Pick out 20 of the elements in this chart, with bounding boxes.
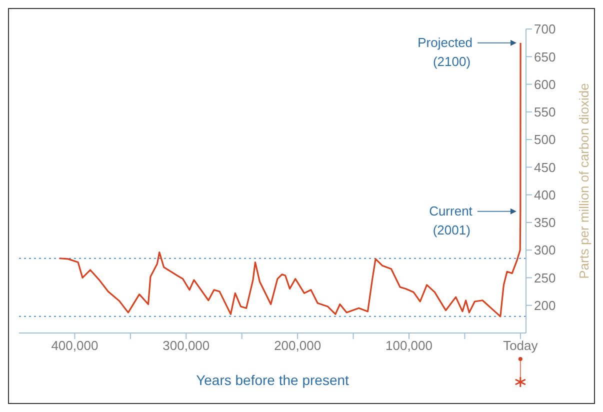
y-axis-title: Parts per million of carbon dioxide bbox=[576, 83, 592, 279]
x-tick-label: 100,000 bbox=[386, 338, 432, 354]
y-tick-label: 550 bbox=[534, 104, 556, 120]
x-axis-title: Years before the present bbox=[196, 372, 350, 388]
annotation: Current (2001) bbox=[429, 203, 473, 238]
y-tick-label: 450 bbox=[534, 160, 556, 175]
y-tick-label: 700 bbox=[534, 22, 556, 37]
y-tick-label: 300 bbox=[534, 242, 556, 258]
y-tick-label: 200 bbox=[534, 298, 556, 313]
x-tick-label: Today bbox=[503, 338, 538, 354]
y-tick-label: 650 bbox=[534, 49, 556, 64]
x-tick-label: 400,000 bbox=[51, 338, 98, 354]
y-tick-label: 250 bbox=[534, 270, 556, 286]
x-tick-label: 200,000 bbox=[274, 338, 322, 354]
y-tick-label: 600 bbox=[534, 76, 556, 92]
y-tick-label: 400 bbox=[534, 187, 556, 202]
y-tick-label: 500 bbox=[534, 132, 556, 148]
y-tick-label: 350 bbox=[534, 215, 556, 230]
x-tick-label: 300,000 bbox=[162, 338, 210, 354]
annotation: Projected (2100) bbox=[418, 34, 473, 69]
